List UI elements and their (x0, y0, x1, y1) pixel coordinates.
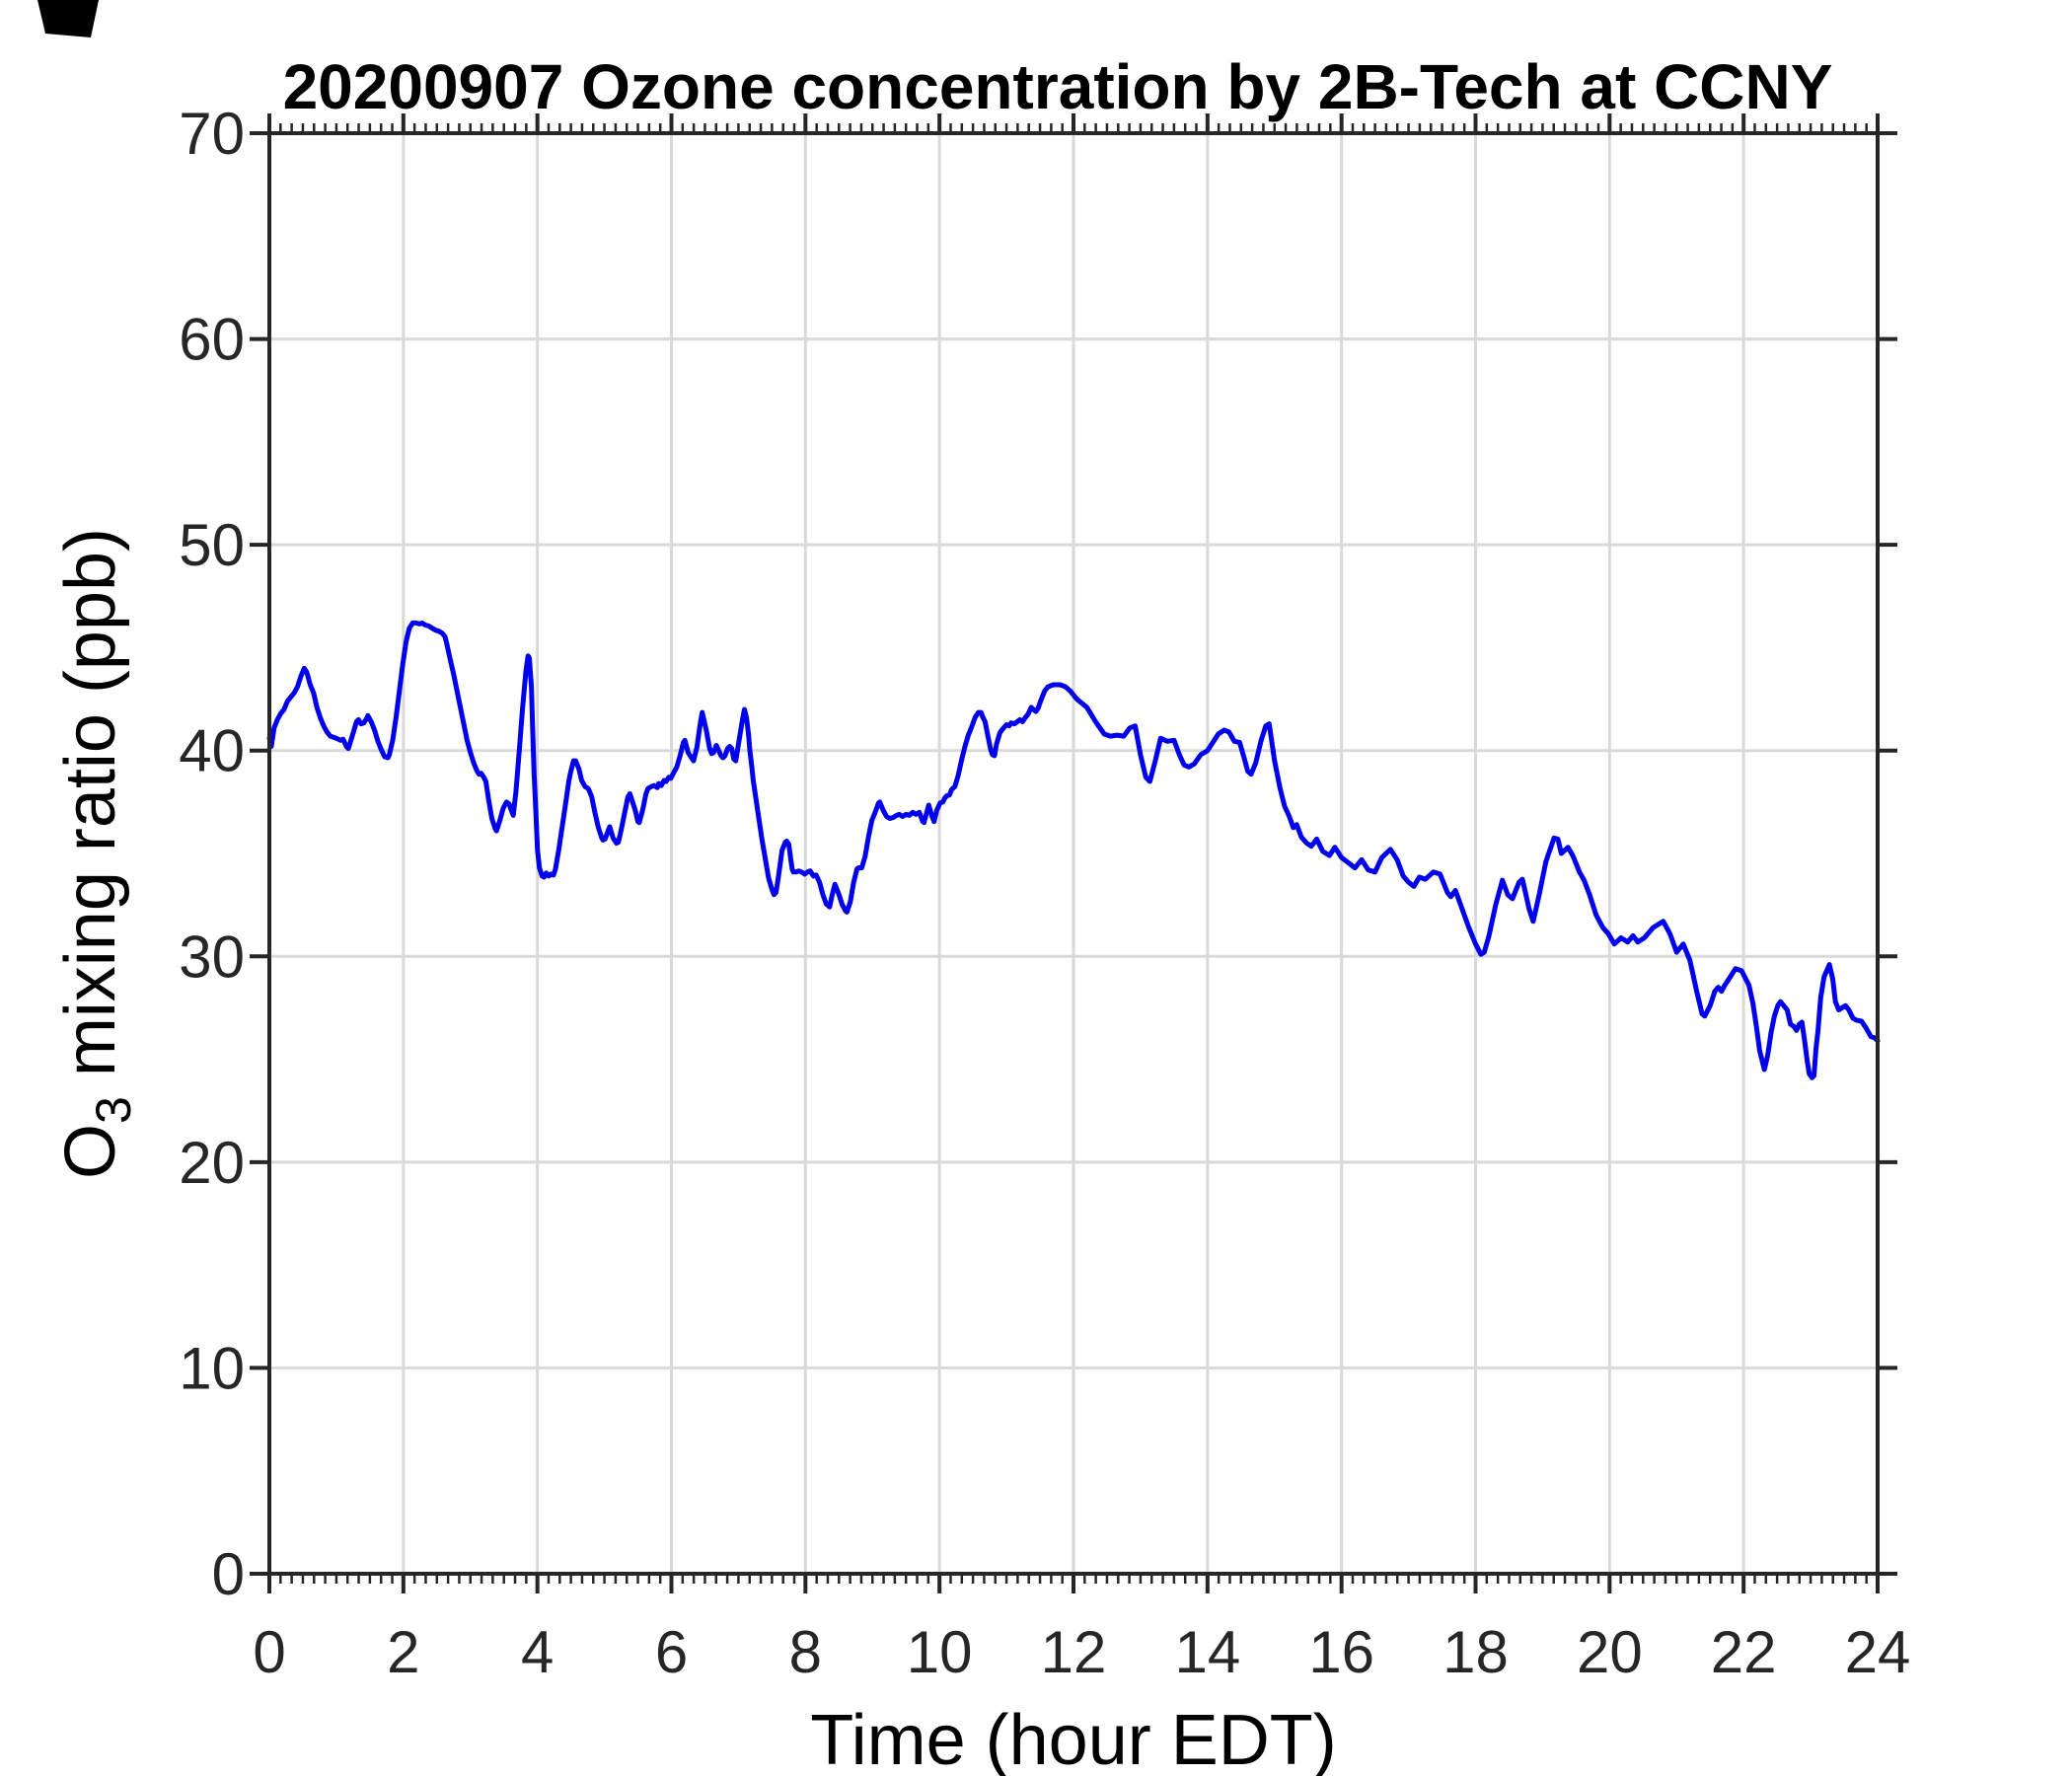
ozone-line-series (266, 620, 1881, 1080)
x-tick-label: 2 (387, 1619, 419, 1685)
x-tick-label: 8 (789, 1619, 822, 1685)
grid-layer (269, 133, 1878, 1574)
x-tick-labels: 0 2 4 6 8 10 12 14 16 18 20 22 24 (253, 1619, 1910, 1685)
x-tick-label: 12 (1041, 1619, 1107, 1685)
x-tick-label: 22 (1711, 1619, 1777, 1685)
chart-title: 20200907 Ozone concentration by 2B-Tech … (283, 51, 1833, 122)
x-tick-label: 10 (907, 1619, 973, 1685)
x-tick-label: 24 (1845, 1619, 1911, 1685)
y-tick-label: 30 (179, 924, 245, 990)
x-tick-label: 16 (1308, 1619, 1374, 1685)
x-tick-label: 20 (1577, 1619, 1643, 1685)
series-layer (266, 620, 1881, 1080)
y-axis-label: O3 mixing ratio (ppb) (51, 528, 141, 1179)
corner-artifact (37, 0, 99, 37)
x-tick-label: 4 (521, 1619, 554, 1685)
x-tick-label: 14 (1174, 1619, 1240, 1685)
x-axis-label: Time (hour EDT) (810, 1701, 1336, 1776)
y-label-subscript: 3 (86, 1096, 141, 1124)
x-tick-label: 18 (1443, 1619, 1509, 1685)
x-tick-label: 6 (655, 1619, 688, 1685)
y-label-rest: mixing ratio (ppb) (51, 528, 130, 1096)
y-tick-label: 20 (179, 1130, 245, 1196)
y-tick-label: 50 (179, 512, 245, 578)
y-tick-label: 60 (179, 307, 245, 373)
y-label-prefix: O (51, 1124, 130, 1179)
y-tick-label: 10 (179, 1335, 245, 1401)
y-tick-label: 40 (179, 718, 245, 784)
y-tick-label: 0 (212, 1541, 245, 1607)
y-tick-labels: 0 10 20 30 40 50 60 70 (179, 101, 245, 1607)
plot-border (267, 131, 1880, 1576)
x-tick-label: 0 (253, 1619, 285, 1685)
y-tick-label: 70 (179, 101, 245, 167)
